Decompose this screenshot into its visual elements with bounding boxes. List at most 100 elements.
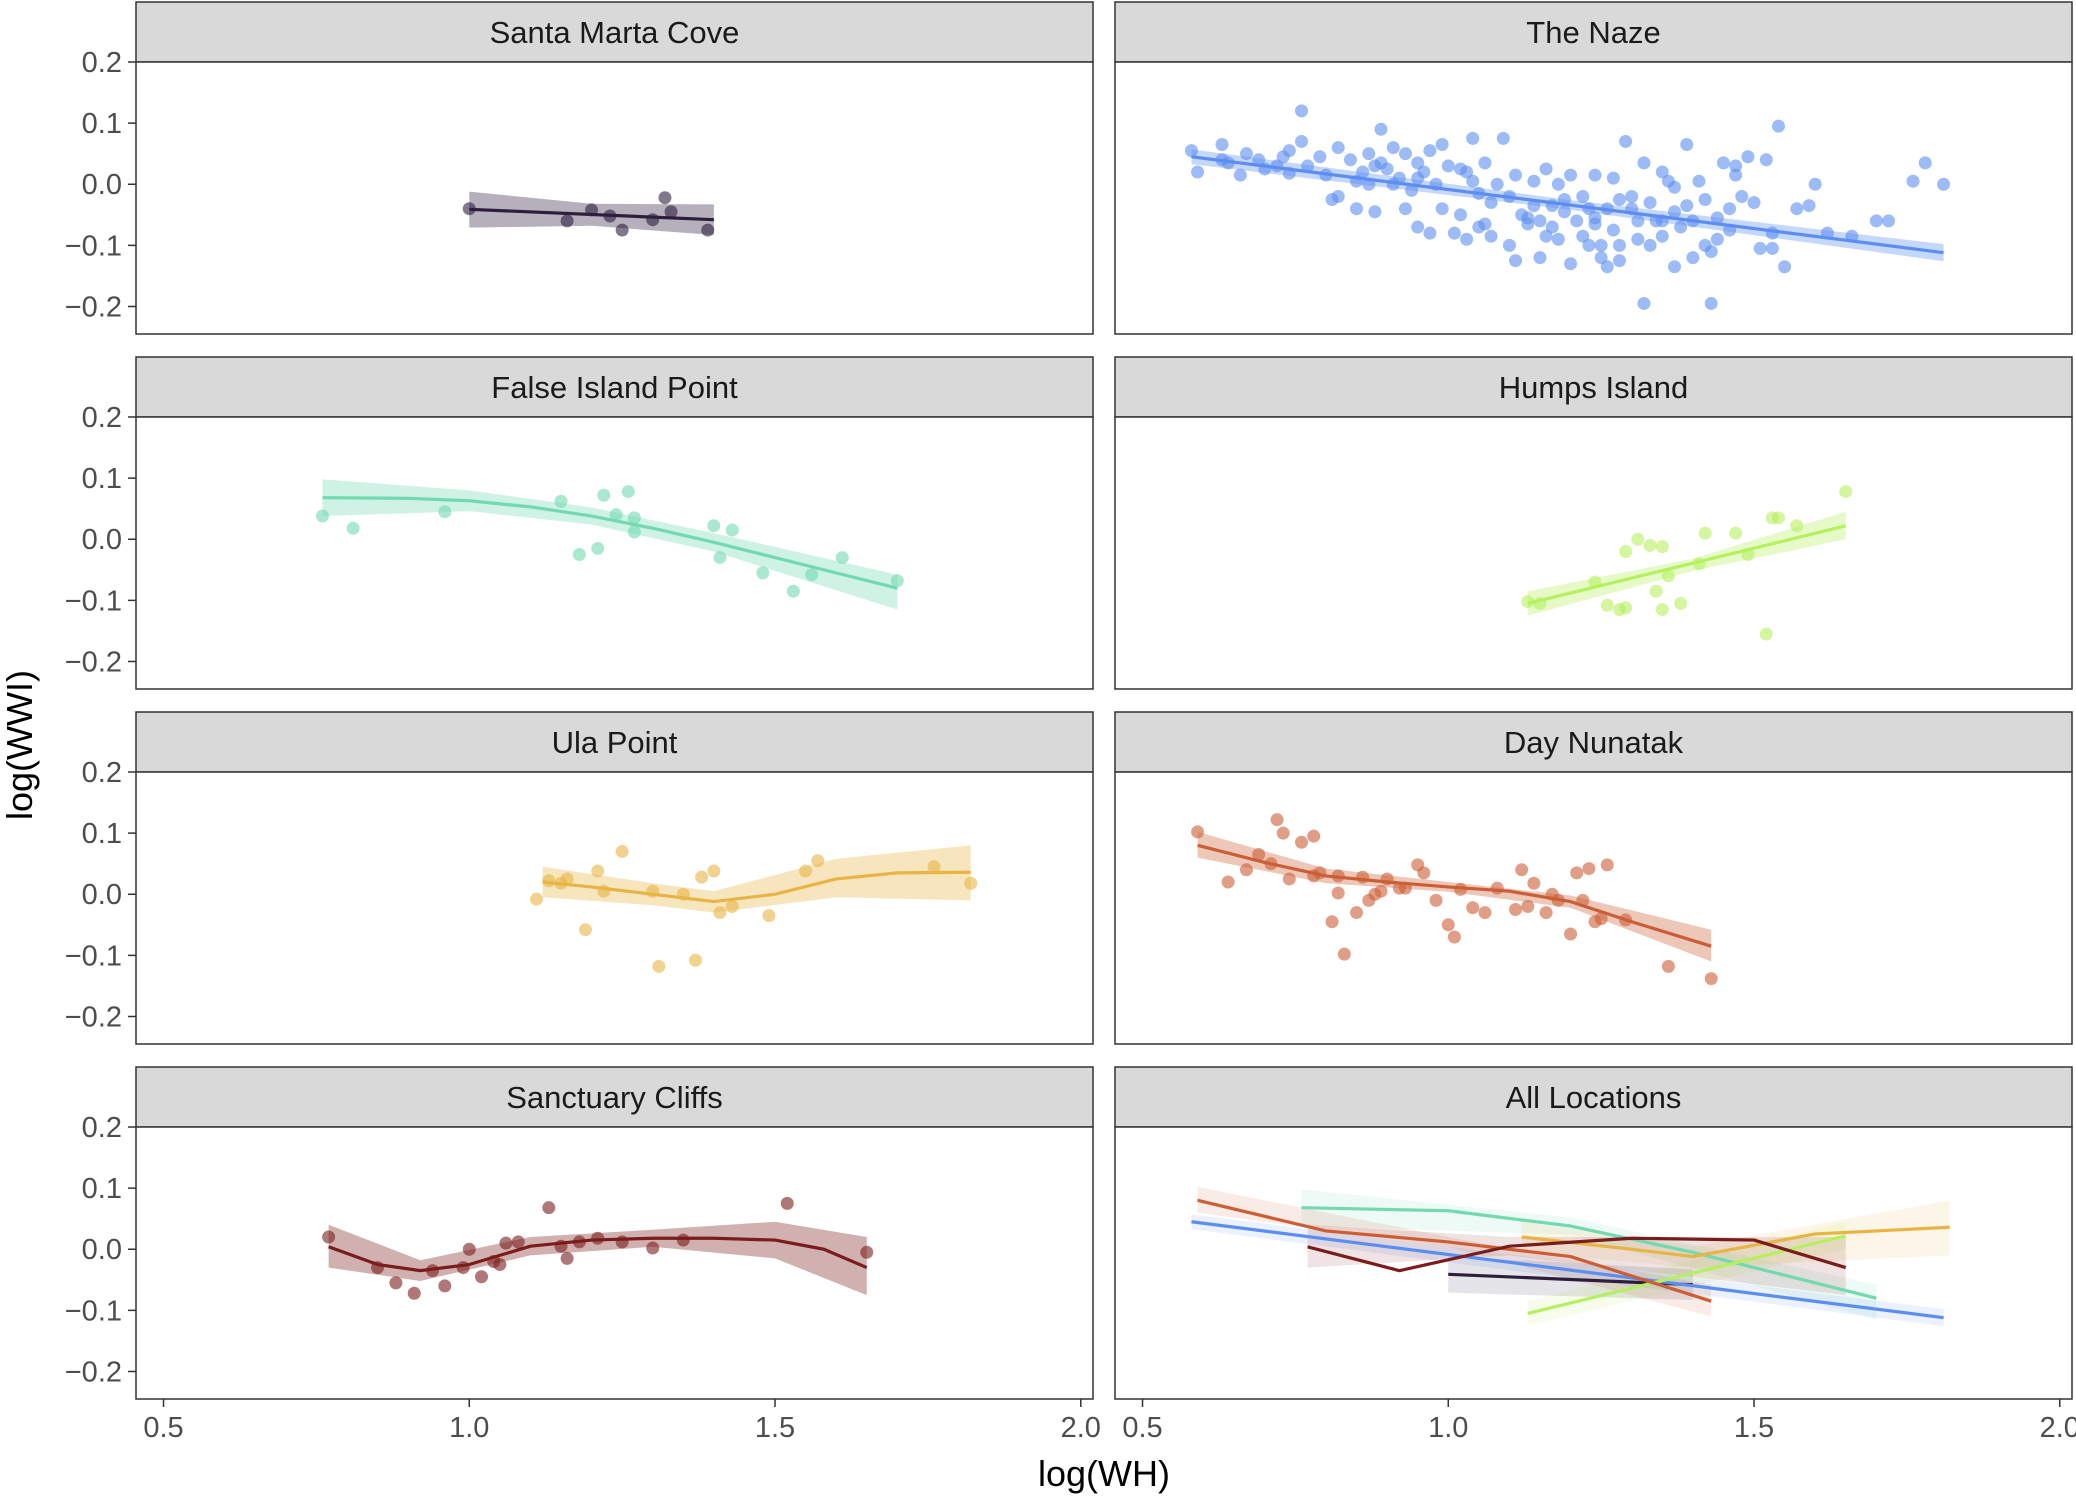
data-point (1588, 211, 1602, 225)
data-point (1466, 174, 1480, 188)
trend-line (322, 496, 898, 590)
data-point (1252, 848, 1266, 862)
data-point (1221, 875, 1235, 889)
data-point (1668, 205, 1682, 219)
data-point (805, 568, 819, 582)
data-point (1521, 899, 1535, 913)
data-point (927, 860, 941, 874)
y-tick-label: −0.1 (65, 585, 122, 617)
strip-background (1114, 356, 2073, 418)
data-point (1533, 251, 1547, 265)
confidence-band (1301, 1189, 1877, 1320)
data-point (1435, 202, 1449, 216)
data-point (1661, 959, 1675, 973)
y-tick-label: −0.2 (65, 1356, 122, 1388)
data-point (1484, 229, 1498, 243)
data-point (591, 541, 605, 555)
panel-false-island-point: False Island Point −0.2 −0.1 0.0 0.1 0.2 (65, 356, 1094, 690)
panel-humps-island: Humps Island (1114, 356, 2073, 690)
y-tick-label: −0.2 (65, 1001, 122, 1033)
data-point (1362, 147, 1376, 161)
data-point (1405, 183, 1419, 197)
data-point (1716, 156, 1730, 170)
data-point (1674, 596, 1688, 610)
strip-background (135, 1, 1094, 63)
confidence-band (1197, 1186, 1712, 1317)
x-tick-label: 0.5 (1122, 1412, 1162, 1444)
data-point (1270, 813, 1284, 827)
data-point (1466, 131, 1480, 145)
data-point (1337, 947, 1351, 961)
data-point (1356, 870, 1370, 884)
data-point (1710, 211, 1724, 225)
data-point (1937, 177, 1951, 191)
data-point (1282, 872, 1296, 886)
data-point (1686, 251, 1700, 265)
trend-line (1197, 843, 1712, 948)
data-point (1582, 862, 1596, 876)
strip-label: Santa Marta Cove (490, 15, 740, 50)
x-tick-label: 2.0 (1061, 1412, 1101, 1444)
data-point (707, 519, 721, 533)
data-point (725, 523, 739, 537)
data-point (713, 551, 727, 565)
data-point (1778, 260, 1792, 274)
data-point (1478, 217, 1492, 231)
data-point (1539, 906, 1553, 920)
data-point (1668, 180, 1682, 194)
data-point (1564, 927, 1578, 941)
data-point (1619, 544, 1633, 558)
data-point (621, 485, 635, 499)
data-point (646, 1241, 660, 1255)
data-point (1612, 254, 1626, 268)
data-point (1509, 903, 1523, 917)
data-point (762, 909, 776, 923)
y-tick-label: −0.2 (65, 291, 122, 323)
x-tick-label: 2.0 (2040, 1412, 2076, 1444)
data-point (1790, 519, 1804, 533)
trend-line (1301, 1206, 1877, 1300)
data-point (1570, 214, 1584, 228)
data-point (560, 1251, 574, 1265)
data-point (1619, 134, 1633, 148)
data-point (1576, 189, 1590, 203)
data-point (499, 1236, 513, 1250)
y-tick-label: 0.1 (82, 108, 122, 140)
data-point (676, 1233, 690, 1247)
data-point (1527, 876, 1541, 890)
strip-label: Ula Point (552, 725, 678, 760)
confidence-band (1521, 1200, 1950, 1268)
data-point (554, 494, 568, 508)
data-point (1276, 826, 1290, 840)
data-point (1313, 150, 1327, 164)
data-point (1771, 119, 1785, 133)
data-point (1582, 238, 1596, 252)
panel-ula-point: Ula Point −0.2 −0.1 0.0 0.1 0.2 (65, 711, 1094, 1045)
data-point (689, 953, 703, 967)
data-point (1539, 162, 1553, 176)
data-point (1380, 162, 1394, 176)
data-point (1551, 232, 1565, 246)
data-point (346, 521, 360, 535)
data-point (1723, 202, 1737, 216)
data-point (1564, 257, 1578, 271)
strip-label: Humps Island (1499, 370, 1689, 405)
data-point (1606, 171, 1620, 185)
data-point (1435, 138, 1449, 152)
panel-frame (1114, 61, 2073, 335)
strip-label: All Locations (1506, 1080, 1682, 1115)
data-point (756, 566, 770, 580)
data-point (1239, 863, 1253, 877)
y-tick-label: 0.0 (82, 169, 122, 201)
data-point (1295, 104, 1309, 118)
data-point (1398, 147, 1412, 161)
data-point (701, 223, 715, 237)
data-point (1729, 168, 1743, 182)
panel-frame (135, 416, 1094, 690)
data-point (1191, 165, 1205, 179)
y-tick-label: 0.1 (82, 818, 122, 850)
data-point (1429, 893, 1443, 907)
data-point (1539, 229, 1553, 243)
data-point (1423, 144, 1437, 158)
data-point (1417, 866, 1431, 880)
